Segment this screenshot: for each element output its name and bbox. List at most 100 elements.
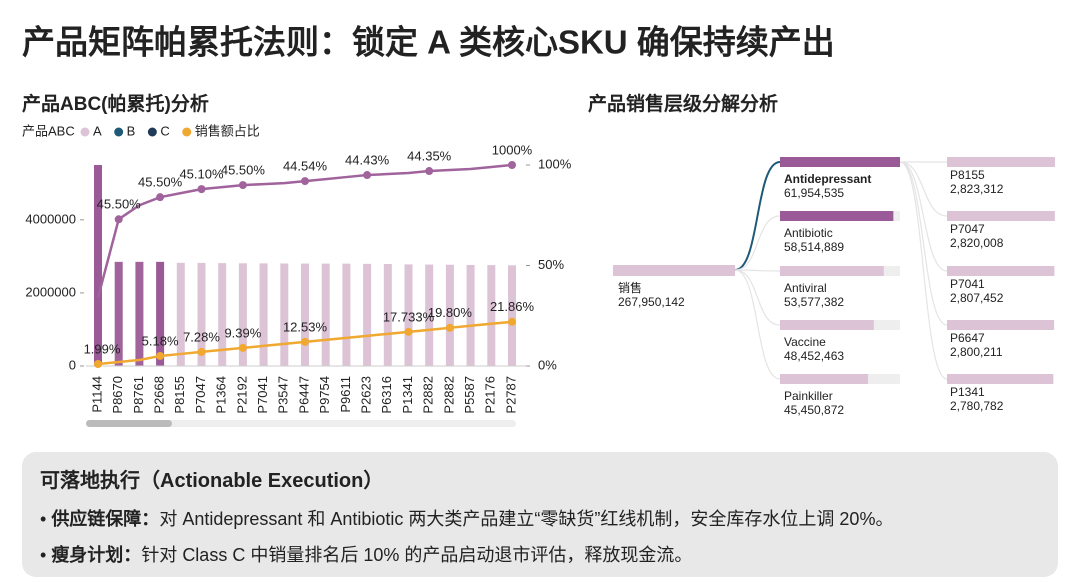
annotation: 45.50% [221,163,266,178]
chart-title: 产品销售层级分解分析 [588,92,778,115]
node-name: P1341 [950,385,985,399]
annotation: 45.50% [97,197,142,212]
link [734,269,781,380]
marker [94,359,102,368]
bar [487,265,496,366]
x-tick-label: P1341 [400,376,415,414]
bar [301,263,309,366]
annotation: 44.35% [407,148,452,163]
bar [218,263,227,366]
x-tick-label: P2623 [359,376,374,414]
bar [383,264,392,366]
bar [404,264,413,366]
marker [363,171,372,180]
annotation: 44.43% [345,152,390,167]
link [734,161,781,271]
node-value: 61,954,535 [784,186,844,200]
annotation: 5.18% [142,333,179,348]
link [734,269,781,326]
bar [259,263,268,366]
node-value: 45,450,872 [784,403,844,417]
bar [508,265,516,366]
bar [425,264,434,366]
legend-label: 销售额占比 [195,123,260,138]
y2-tick-label: 100% [538,156,572,171]
annotation: 12.53% [283,319,328,334]
marker [404,327,413,336]
node-bar [613,265,735,276]
marker [301,337,309,346]
bar [466,264,475,366]
link [899,161,948,380]
node-name: P8155 [950,168,985,182]
x-tick-label: P9611 [338,376,353,413]
y-tick-label: 0 [69,357,76,372]
x-tick-label: P7047 [193,376,208,414]
annotation: 1.99% [84,341,121,356]
marker [508,317,516,326]
marker [156,193,165,202]
y-tick-label: 2000000 [25,284,76,299]
annotation: 21.86% [490,299,535,314]
link [734,215,781,271]
x-tick-label: P9754 [317,376,332,414]
legend-swatch [114,127,124,137]
bar [280,263,289,366]
node-name: Painkiller [784,389,833,403]
marker [445,323,454,332]
x-tick-label: P7041 [255,376,270,414]
y-tick-label: 4000000 [25,211,76,226]
action-box: 可落地执行（Actionable Execution） • 供应链保障：对 An… [22,452,1058,577]
node-bar [780,157,900,167]
node-value: 2,800,211 [950,345,1003,359]
scrollbar[interactable] [86,420,516,427]
bar [114,261,123,366]
node-name: 销售 [618,280,642,295]
node-bar [780,374,869,384]
bar [342,263,351,366]
marker [197,185,206,194]
node-value: 53,577,382 [784,295,844,309]
node-name: P7041 [950,277,985,291]
marker [197,347,206,356]
x-tick-label: P1144 [89,376,104,413]
page-title: 产品矩阵帕累托法则：锁定 A 类核心SKU 确保持续产出 [22,24,835,61]
y2-tick-label: 50% [538,257,564,272]
node-bar [947,266,1055,276]
marker [238,343,247,352]
legend-swatch [147,127,157,137]
legend-label: A [93,123,102,138]
x-tick-label: P6447 [296,376,311,414]
action-head: 供应链保障： [51,509,160,529]
node-value: 2,820,008 [950,236,1004,250]
link [899,161,948,217]
x-tick-label: P2176 [483,376,498,414]
y2-tick-label: 0% [538,357,557,372]
annotation: 44.54% [283,159,328,174]
node-value: 58,514,889 [784,240,844,254]
marker [156,351,165,360]
scrollbar-thumb[interactable] [86,420,172,427]
annotation: 17.733% [383,309,435,324]
node-name: P7047 [950,222,985,236]
bar [176,262,185,366]
action-text: 对 Antidepressant 和 Antibiotic 两大类产品建立“零缺… [159,509,894,529]
annotation: 45.50% [138,175,183,190]
node-value: 2,780,782 [950,399,1004,413]
legend-swatch [80,127,90,137]
node-name: Antiviral [784,281,827,295]
annotation: 19.80% [428,305,473,320]
bar [445,264,454,366]
legend-swatch [182,127,192,137]
chart-title: 产品ABC(帕累托)分析 [22,92,209,115]
node-value: 2,823,312 [950,182,1004,196]
x-tick-label: P2882 [421,376,436,414]
node-name: Vaccine [784,335,826,349]
link [899,161,948,326]
annotation: 45.10% [179,167,224,182]
x-tick-label: P5587 [462,376,477,414]
node-bar [947,211,1055,221]
legend-label: B [127,123,136,138]
marker [508,161,516,169]
